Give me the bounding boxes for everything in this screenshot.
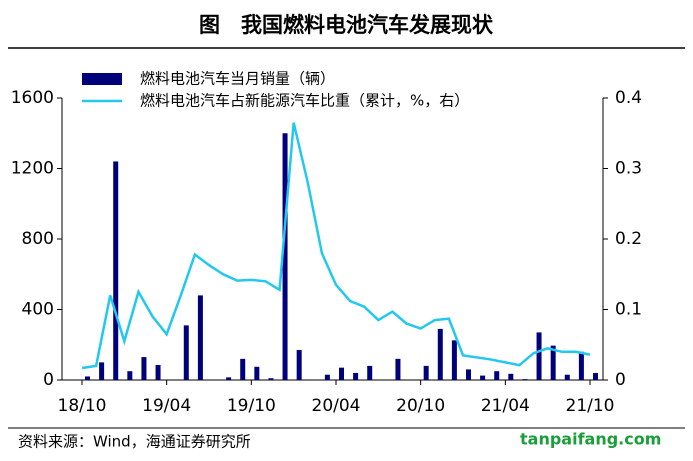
bar <box>324 374 330 380</box>
chart-title: 图 我国燃料电池汽车发展现状 <box>199 13 494 37</box>
x-tick-label: 21/10 <box>566 396 615 416</box>
bar <box>85 376 90 380</box>
bar <box>508 373 514 380</box>
bar <box>437 328 443 380</box>
y-tick-label: 1600 <box>11 88 54 108</box>
x-tick-label: 18/10 <box>58 396 107 416</box>
y2-tick-label: 0.2 <box>615 229 642 249</box>
bar <box>395 358 401 380</box>
y-tick-label: 400 <box>22 300 54 320</box>
bar <box>339 367 344 380</box>
y-tick-label: 1200 <box>11 159 54 179</box>
y2-tick-label: 0.3 <box>615 159 642 179</box>
bar <box>141 357 147 380</box>
y2-tick-label: 0 <box>615 370 626 390</box>
bar <box>564 374 570 380</box>
bar <box>282 133 288 380</box>
bar <box>480 375 486 380</box>
bar <box>423 365 429 380</box>
x-tick-label: 21/04 <box>481 396 530 416</box>
x-tick-label: 19/04 <box>142 396 191 416</box>
bar <box>197 295 203 380</box>
y-tick-label: 800 <box>22 229 54 249</box>
bar <box>536 332 542 380</box>
line <box>81 122 591 370</box>
bar <box>296 350 302 380</box>
bar <box>578 351 584 380</box>
bar <box>113 161 119 380</box>
bar <box>593 372 598 380</box>
legend-swatch <box>82 73 122 85</box>
bar <box>183 325 189 380</box>
x-tick-label: 20/04 <box>312 396 361 416</box>
bar <box>550 345 556 380</box>
y-tick-label: 0 <box>43 370 54 390</box>
bar <box>254 366 260 380</box>
bar <box>240 358 246 380</box>
bar <box>466 369 471 380</box>
bar <box>268 378 274 380</box>
legend-label: 燃料电池汽车当月销量（辆） <box>140 70 335 88</box>
watermark: tanpaifang.com <box>520 430 661 449</box>
x-tick-label: 19/10 <box>227 396 276 416</box>
bar <box>99 362 105 380</box>
y2-tick-label: 0.1 <box>615 300 642 320</box>
bar <box>451 340 457 380</box>
bar <box>226 377 232 380</box>
source: 资料来源：Wind，海通证券研究所 <box>18 433 251 451</box>
bar <box>353 372 359 380</box>
bar <box>155 365 161 380</box>
bar <box>494 371 500 380</box>
bar <box>367 365 373 380</box>
legend-label: 燃料电池汽车占新能源汽车比重（累计，%，右） <box>140 92 469 110</box>
bar <box>522 379 528 380</box>
bar <box>127 371 133 380</box>
y2-tick-label: 0.4 <box>615 88 642 108</box>
x-tick-label: 20/10 <box>396 396 445 416</box>
